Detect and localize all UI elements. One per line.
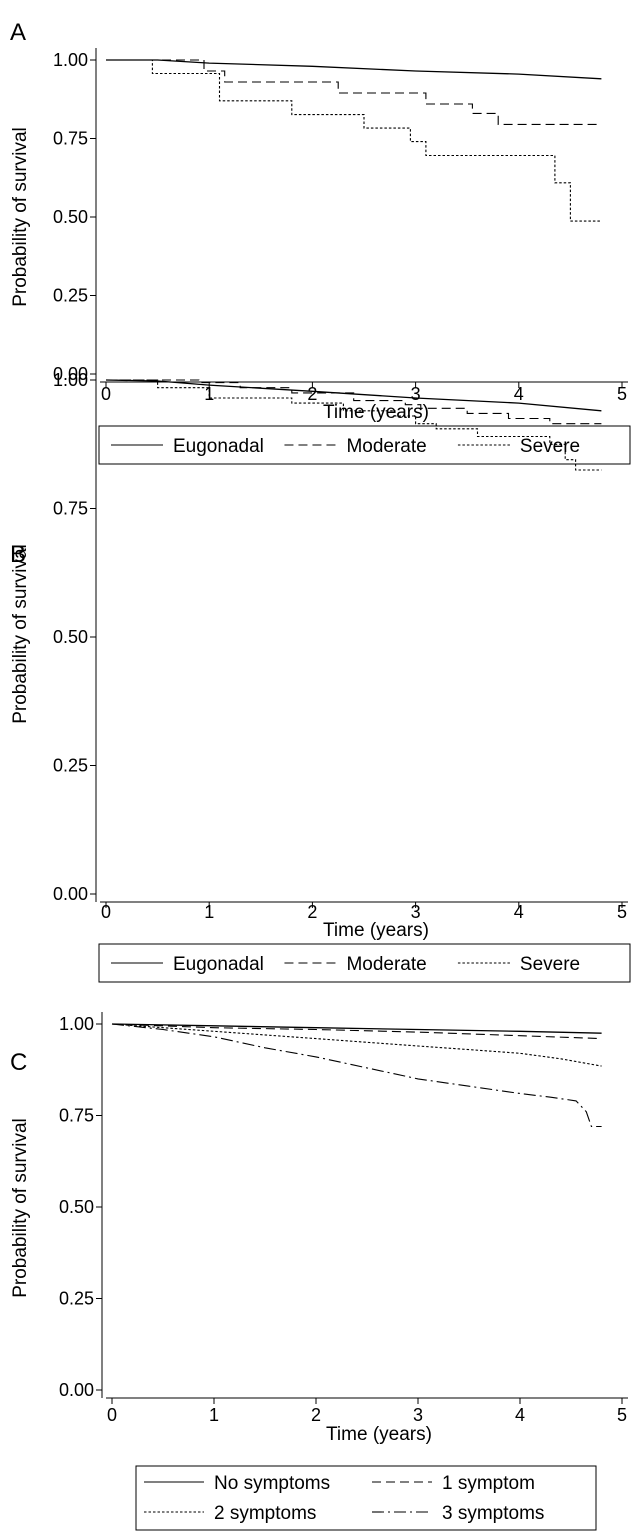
y-tick-label: 1.00	[53, 50, 88, 70]
x-tick-label: 1	[209, 1405, 219, 1425]
x-tick-label: 5	[617, 384, 627, 404]
x-tick-label: 0	[107, 1405, 117, 1425]
panel-label: B	[10, 541, 26, 568]
y-tick-label: 1.00	[53, 370, 88, 390]
x-axis-label: Time (years)	[323, 402, 429, 423]
x-axis-label: Time (years)	[323, 920, 429, 941]
x-tick-label: 0	[101, 902, 111, 922]
legend-label: Eugonadal	[173, 954, 264, 975]
series-line-3-symptoms	[111, 1023, 602, 1128]
y-tick-label: 1.00	[59, 1014, 94, 1034]
y-tick-label: 0.25	[53, 756, 88, 776]
x-tick-label: 4	[515, 1405, 525, 1425]
y-tick-label: 0.00	[53, 884, 88, 904]
legend-label: 2 symptoms	[214, 1503, 316, 1524]
legend-label: Eugonadal	[173, 436, 264, 457]
series-line-2-symptoms	[111, 1023, 602, 1067]
x-tick-label: 2	[311, 1405, 321, 1425]
panel-label: A	[10, 19, 26, 46]
x-tick-label: 0	[101, 384, 111, 404]
legend-label: 1 symptom	[442, 1473, 535, 1494]
y-tick-label: 0.00	[59, 1380, 94, 1400]
x-tick-label: 3	[411, 384, 421, 404]
legend-label: 3 symptoms	[442, 1503, 544, 1524]
y-tick-label: 0.50	[53, 207, 88, 227]
x-tick-label: 4	[514, 384, 524, 404]
y-axis-label: Probability of survival	[10, 1118, 31, 1298]
legend-box	[98, 425, 631, 465]
x-tick-label: 5	[617, 902, 627, 922]
y-tick-label: 0.50	[53, 627, 88, 647]
y-axis-label: Probability of survival	[10, 544, 31, 724]
x-tick-label: 3	[413, 1405, 423, 1425]
panel-label: C	[10, 1049, 27, 1076]
x-tick-label: 4	[514, 902, 524, 922]
y-tick-label: 0.75	[59, 1106, 94, 1126]
y-tick-label: 0.00	[53, 364, 88, 384]
legend-label: No symptoms	[214, 1473, 330, 1494]
series-line-moderate	[106, 59, 602, 125]
legend-label: Severe	[520, 436, 580, 457]
y-tick-label: 0.75	[53, 129, 88, 149]
series-line-eugonadal	[105, 379, 602, 412]
legend-label: Moderate	[346, 954, 426, 975]
x-tick-label: 2	[307, 902, 317, 922]
series-line-moderate	[106, 379, 602, 425]
legend-label: Moderate	[346, 436, 426, 457]
series-line-severe	[106, 379, 602, 471]
x-tick-label: 2	[307, 384, 317, 404]
series-line-severe	[106, 59, 602, 222]
y-axis-label: Probability of survival	[10, 127, 31, 307]
y-tick-label: 0.25	[59, 1289, 94, 1309]
legend-box	[135, 1465, 597, 1531]
x-tick-label: 3	[411, 902, 421, 922]
chart-panel-C: C 0.00 0.25 0.50 0.75 1.00 Probability of surv…	[10, 1012, 628, 1531]
x-tick-label: 1	[204, 902, 214, 922]
series-line-no-symptoms	[111, 1023, 602, 1034]
chart-panel-B: B 0.00 0.25 0.50 0.75 1.00 Probability of surv…	[10, 368, 631, 983]
x-axis-label: Time (years)	[326, 1424, 432, 1445]
chart-panel-A: A 0.00 0.25 0.50 0.75 1.00 Probability of surv…	[10, 19, 631, 465]
legend-label: Severe	[520, 954, 580, 975]
series-line-eugonadal	[106, 59, 602, 80]
y-tick-label: 0.50	[59, 1197, 94, 1217]
legend-box	[98, 943, 631, 983]
series-line-1-symptom	[111, 1023, 602, 1040]
x-tick-label: 5	[617, 1405, 627, 1425]
y-tick-label: 0.25	[53, 286, 88, 306]
y-tick-label: 0.75	[53, 499, 88, 519]
